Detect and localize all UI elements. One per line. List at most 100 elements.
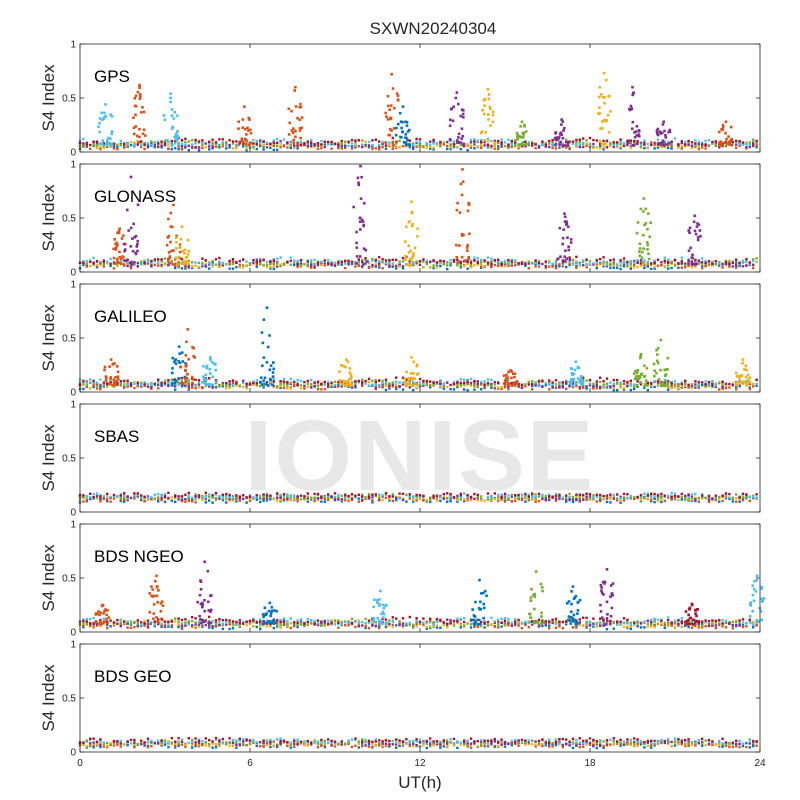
data-point [422, 499, 425, 502]
spike-point [661, 381, 665, 385]
data-point [619, 138, 622, 141]
data-point [293, 146, 296, 149]
data-point [595, 495, 598, 499]
data-point [639, 493, 643, 497]
spike-point [745, 383, 749, 386]
data-point [503, 264, 507, 268]
data-point [102, 141, 105, 145]
spike-point [346, 380, 350, 383]
spike-point [560, 118, 563, 121]
spike-point [294, 135, 297, 139]
data-point [680, 259, 683, 263]
data-point [320, 388, 323, 391]
spike-point [392, 127, 396, 130]
spike-point [466, 243, 469, 247]
data-point [367, 377, 371, 381]
data-point [95, 492, 99, 495]
data-point [500, 265, 503, 268]
data-point [106, 382, 109, 386]
data-point [272, 497, 275, 500]
data-point [252, 147, 255, 150]
data-point [643, 266, 646, 270]
spike-point [408, 381, 411, 385]
spike-point [464, 259, 467, 262]
spike-point [290, 109, 293, 113]
data-point [592, 382, 595, 385]
spike-point [667, 130, 670, 134]
data-point [650, 263, 653, 267]
data-point [673, 385, 677, 389]
data-point [616, 497, 619, 500]
data-point [534, 498, 537, 501]
data-point [738, 379, 741, 382]
data-point [371, 501, 374, 504]
data-point [476, 625, 479, 628]
data-point [157, 142, 160, 145]
spike-point [214, 368, 218, 372]
data-point [146, 622, 150, 625]
spike-point [271, 371, 275, 374]
data-point [670, 142, 673, 146]
spike-point [170, 127, 174, 130]
data-point [493, 147, 496, 150]
spike-point [110, 130, 114, 133]
data-point [95, 142, 99, 145]
data-point [595, 384, 598, 388]
data-point [95, 146, 99, 149]
data-point [306, 146, 309, 149]
data-point [272, 384, 275, 388]
data-point [310, 384, 313, 387]
data-point [707, 261, 711, 264]
data-point [245, 624, 248, 627]
spike-point [259, 376, 263, 379]
spike-point [642, 210, 645, 213]
data-point [728, 496, 731, 499]
data-point [140, 260, 143, 263]
data-point [541, 493, 544, 497]
data-point [609, 263, 612, 266]
spike-point [265, 306, 269, 310]
data-point [405, 384, 408, 387]
data-point [340, 263, 343, 266]
data-point [469, 263, 473, 266]
panel-label-3: SBAS [94, 427, 139, 446]
data-point [541, 143, 544, 146]
data-point [231, 147, 235, 150]
data-point [548, 265, 551, 268]
data-point [483, 259, 486, 262]
data-point [735, 619, 738, 622]
data-point [180, 498, 184, 501]
spike-point [486, 139, 490, 143]
data-point [102, 145, 105, 149]
data-point [578, 138, 581, 141]
data-point [316, 142, 320, 145]
data-point [391, 383, 394, 386]
spike-point [179, 365, 182, 369]
spike-point [162, 114, 166, 117]
data-point [714, 263, 717, 266]
data-point [609, 258, 612, 262]
data-point [129, 626, 133, 630]
data-point [262, 499, 265, 502]
data-point [677, 384, 680, 387]
data-point [643, 139, 646, 142]
spike-point [635, 371, 639, 374]
data-point [503, 500, 507, 503]
spike-point [205, 383, 208, 387]
data-point [157, 381, 160, 384]
spike-point [645, 240, 649, 244]
data-point [381, 385, 384, 388]
spike-point [355, 262, 358, 265]
data-point [670, 262, 673, 266]
data-point [119, 496, 122, 499]
spike-point [136, 239, 140, 243]
data-point [500, 144, 503, 148]
data-point [106, 141, 109, 144]
data-point [163, 139, 167, 142]
data-point [401, 625, 405, 628]
spike-point [482, 112, 486, 116]
spike-point [169, 225, 173, 228]
data-point [548, 495, 551, 498]
data-point [245, 385, 248, 388]
spike-point [108, 365, 111, 368]
